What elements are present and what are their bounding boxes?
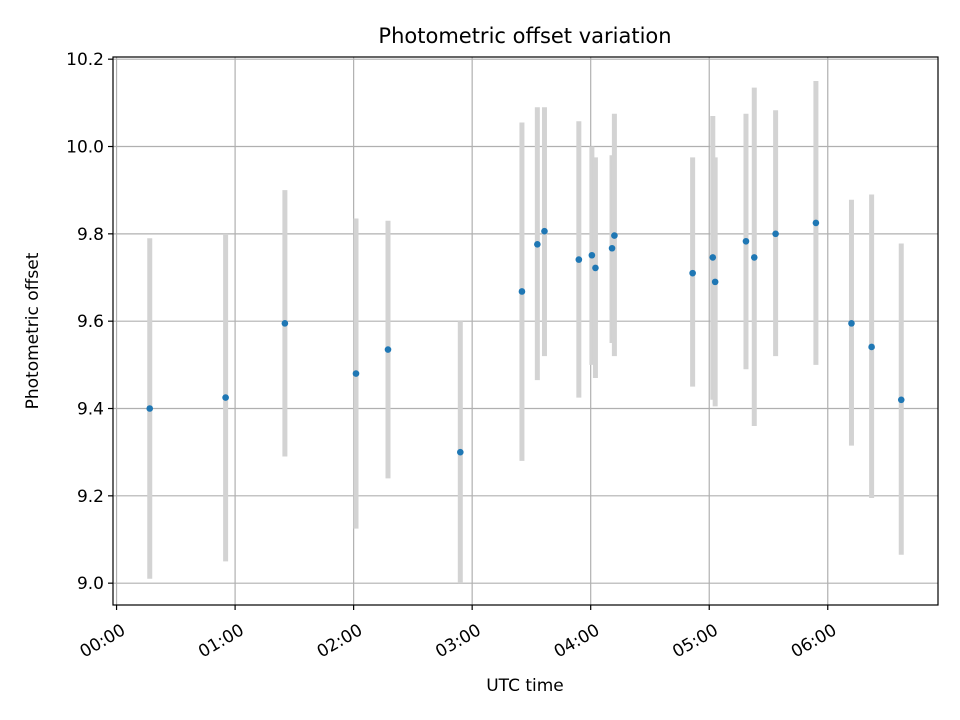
y-tick-label: 9.0 bbox=[77, 574, 104, 594]
data-point bbox=[588, 251, 596, 259]
data-point bbox=[772, 230, 779, 238]
y-tick-label: 9.6 bbox=[77, 312, 104, 332]
data-point bbox=[848, 320, 855, 327]
data-point bbox=[457, 448, 464, 456]
data-point bbox=[608, 244, 616, 252]
data-point bbox=[709, 254, 717, 261]
data-point bbox=[897, 396, 905, 404]
y-tick-label: 9.4 bbox=[77, 400, 104, 420]
chart-title: Photometric offset variation bbox=[378, 24, 671, 48]
data-point bbox=[541, 227, 548, 235]
data-point bbox=[592, 264, 599, 272]
data-point bbox=[534, 241, 541, 248]
data-point bbox=[742, 237, 750, 245]
plot-frame bbox=[112, 56, 939, 606]
data-point bbox=[812, 219, 820, 227]
data-point bbox=[518, 288, 526, 295]
data-point bbox=[611, 232, 618, 239]
data-point bbox=[575, 256, 583, 263]
data-point bbox=[281, 320, 289, 327]
data-points bbox=[146, 219, 905, 456]
data-point bbox=[384, 346, 392, 353]
data-point bbox=[222, 394, 229, 401]
y-axis-label: Photometric offset bbox=[23, 252, 43, 409]
y-tick-label: 9.2 bbox=[77, 487, 104, 507]
y-tick-label: 10.0 bbox=[66, 138, 104, 158]
y-tick-label: 9.8 bbox=[77, 225, 104, 245]
data-point bbox=[689, 269, 696, 277]
data-point bbox=[868, 343, 875, 351]
data-point bbox=[146, 405, 154, 412]
data-point bbox=[352, 370, 360, 377]
data-point bbox=[750, 254, 758, 261]
data-point bbox=[711, 278, 719, 286]
x-axis-label: UTC time bbox=[486, 676, 564, 696]
y-tick-label: 10.2 bbox=[66, 50, 104, 70]
